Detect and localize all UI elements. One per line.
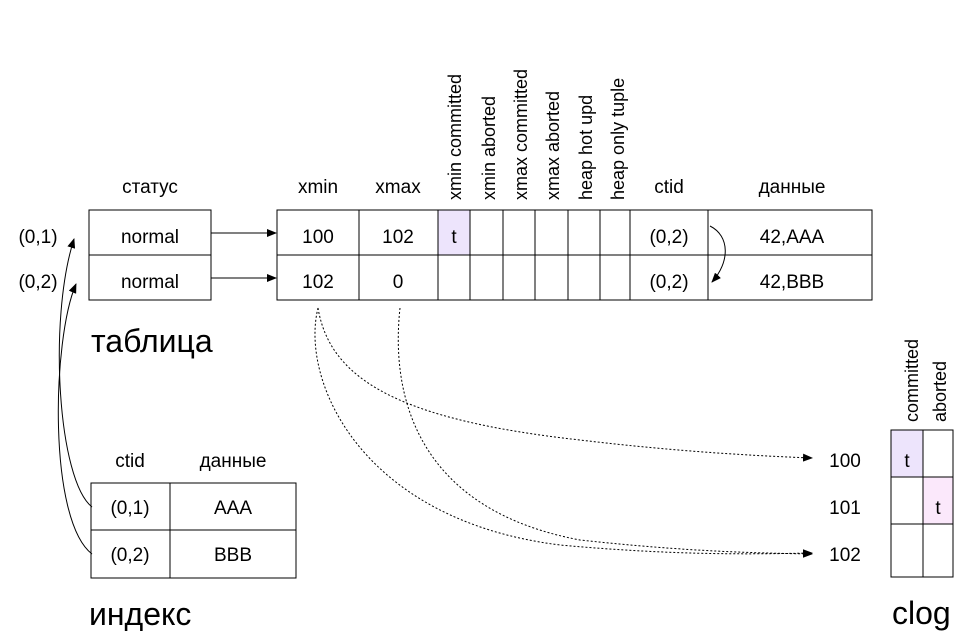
- clog-title: clog: [892, 595, 951, 631]
- tuple-1-flag-cell-3: [502, 209, 536, 256]
- status-header: статус: [122, 177, 178, 198]
- tuple-2-ctid: (0,2): [649, 272, 688, 293]
- flag-header-heap-hot-upd: heap hot upd: [576, 95, 596, 200]
- tuple-2-xmin: 102: [302, 272, 334, 293]
- xmax-header: xmax: [375, 177, 421, 198]
- clog-100-committed-cell: [890, 429, 924, 478]
- status-cell-1: [88, 209, 212, 256]
- index-data-1: AAA: [214, 498, 252, 519]
- row-pointer-1: (0,1): [18, 227, 57, 248]
- flag-header-xmin-committed: xmin committed: [445, 74, 465, 200]
- tuple-2-flag-cell-3: [502, 254, 536, 301]
- index-data-cell-2: [169, 529, 297, 579]
- tuple-1-flag-cell-6: [599, 209, 631, 256]
- clog-102-aborted-cell: [922, 523, 954, 578]
- tuple-1-data-cell: [707, 209, 873, 256]
- xmax-102-to-clog-arrow: [397, 307, 813, 558]
- clog-aborted-header: aborted: [930, 361, 950, 422]
- tuple-2-flag-cell-6: [599, 254, 631, 301]
- tuple-2-xmax: 0: [393, 272, 404, 293]
- flag-header-xmax-committed: xmax committed: [511, 69, 531, 200]
- index-to-pointer-arrow-1: [58, 238, 93, 508]
- tuple-1-ctid-cell: [629, 209, 709, 256]
- tuple-1-flag-mark-1: t: [451, 227, 457, 248]
- tuple-2-flag-cell-4: [534, 254, 569, 301]
- tuple-2-flag-cell-1: [437, 254, 471, 301]
- flag-header-xmax-aborted: xmax aborted: [543, 91, 563, 200]
- tuple-2-xmax-cell: [358, 254, 439, 301]
- tuple-2-data-cell: [707, 254, 873, 301]
- tuple-1-xmax-cell: [358, 209, 439, 256]
- tuple-2-data: 42,BBB: [760, 272, 824, 293]
- clog-101-aborted: t: [935, 498, 941, 519]
- clog-100-committed: t: [904, 451, 910, 472]
- index-to-pointer-arrow-2: [57, 283, 93, 555]
- clog-101-aborted-cell: [922, 476, 954, 525]
- xmin-header: xmin: [298, 177, 338, 198]
- clog-100-aborted-cell: [922, 429, 954, 478]
- tuple-2-ctid-cell: [629, 254, 709, 301]
- index-data-2: BBB: [214, 545, 252, 566]
- index-ctid-cell-1: [90, 482, 171, 531]
- data-header: данные: [759, 177, 826, 198]
- clog-102-committed-cell: [890, 523, 924, 578]
- xmin-102-to-clog-arrow: [314, 307, 813, 558]
- status-value-1: normal: [121, 227, 179, 248]
- clog-xid-101: 101: [829, 498, 861, 519]
- tuple-1-xmax: 102: [382, 227, 414, 248]
- index-ctid-header: ctid: [115, 451, 145, 472]
- tuple-1-flag-cell-2: [469, 209, 504, 256]
- xmin-100-to-clog-arrow: [317, 307, 813, 462]
- ctid-header: ctid: [654, 177, 684, 198]
- tuple-2-xmin-cell: [276, 254, 360, 301]
- ctid-chain-arrow: [709, 225, 726, 283]
- status-cell-2: [88, 254, 212, 301]
- table-title: таблица: [91, 323, 213, 359]
- flag-header-heap-only-tuple: heap only tuple: [608, 78, 628, 200]
- clog-xid-102: 102: [829, 545, 861, 566]
- clog-101-committed-cell: [890, 476, 924, 525]
- tuple-1-data: 42,AAA: [760, 227, 825, 248]
- index-ctid-1: (0,1): [110, 498, 149, 519]
- index-ctid-2: (0,2): [110, 545, 149, 566]
- clog-xid-100: 100: [829, 451, 861, 472]
- flag-header-xmin-aborted: xmin aborted: [479, 96, 499, 200]
- index-data-header: данные: [200, 451, 267, 472]
- index-title: индекс: [89, 596, 191, 631]
- tuple-1-xmin: 100: [302, 227, 334, 248]
- tuple-1-ctid: (0,2): [649, 227, 688, 248]
- tuple-1-flag-cell-5: [567, 209, 601, 256]
- clog-committed-header: committed: [902, 339, 922, 422]
- index-ctid-cell-2: [90, 529, 171, 579]
- index-data-cell-1: [169, 482, 297, 531]
- tuple-2-flag-cell-2: [469, 254, 504, 301]
- tuple-1-xmin-cell: [276, 209, 360, 256]
- tuple-1-flag-cell-4: [534, 209, 569, 256]
- status-value-2: normal: [121, 272, 179, 293]
- tuple-2-flag-cell-5: [567, 254, 601, 301]
- row-pointer-2: (0,2): [18, 272, 57, 293]
